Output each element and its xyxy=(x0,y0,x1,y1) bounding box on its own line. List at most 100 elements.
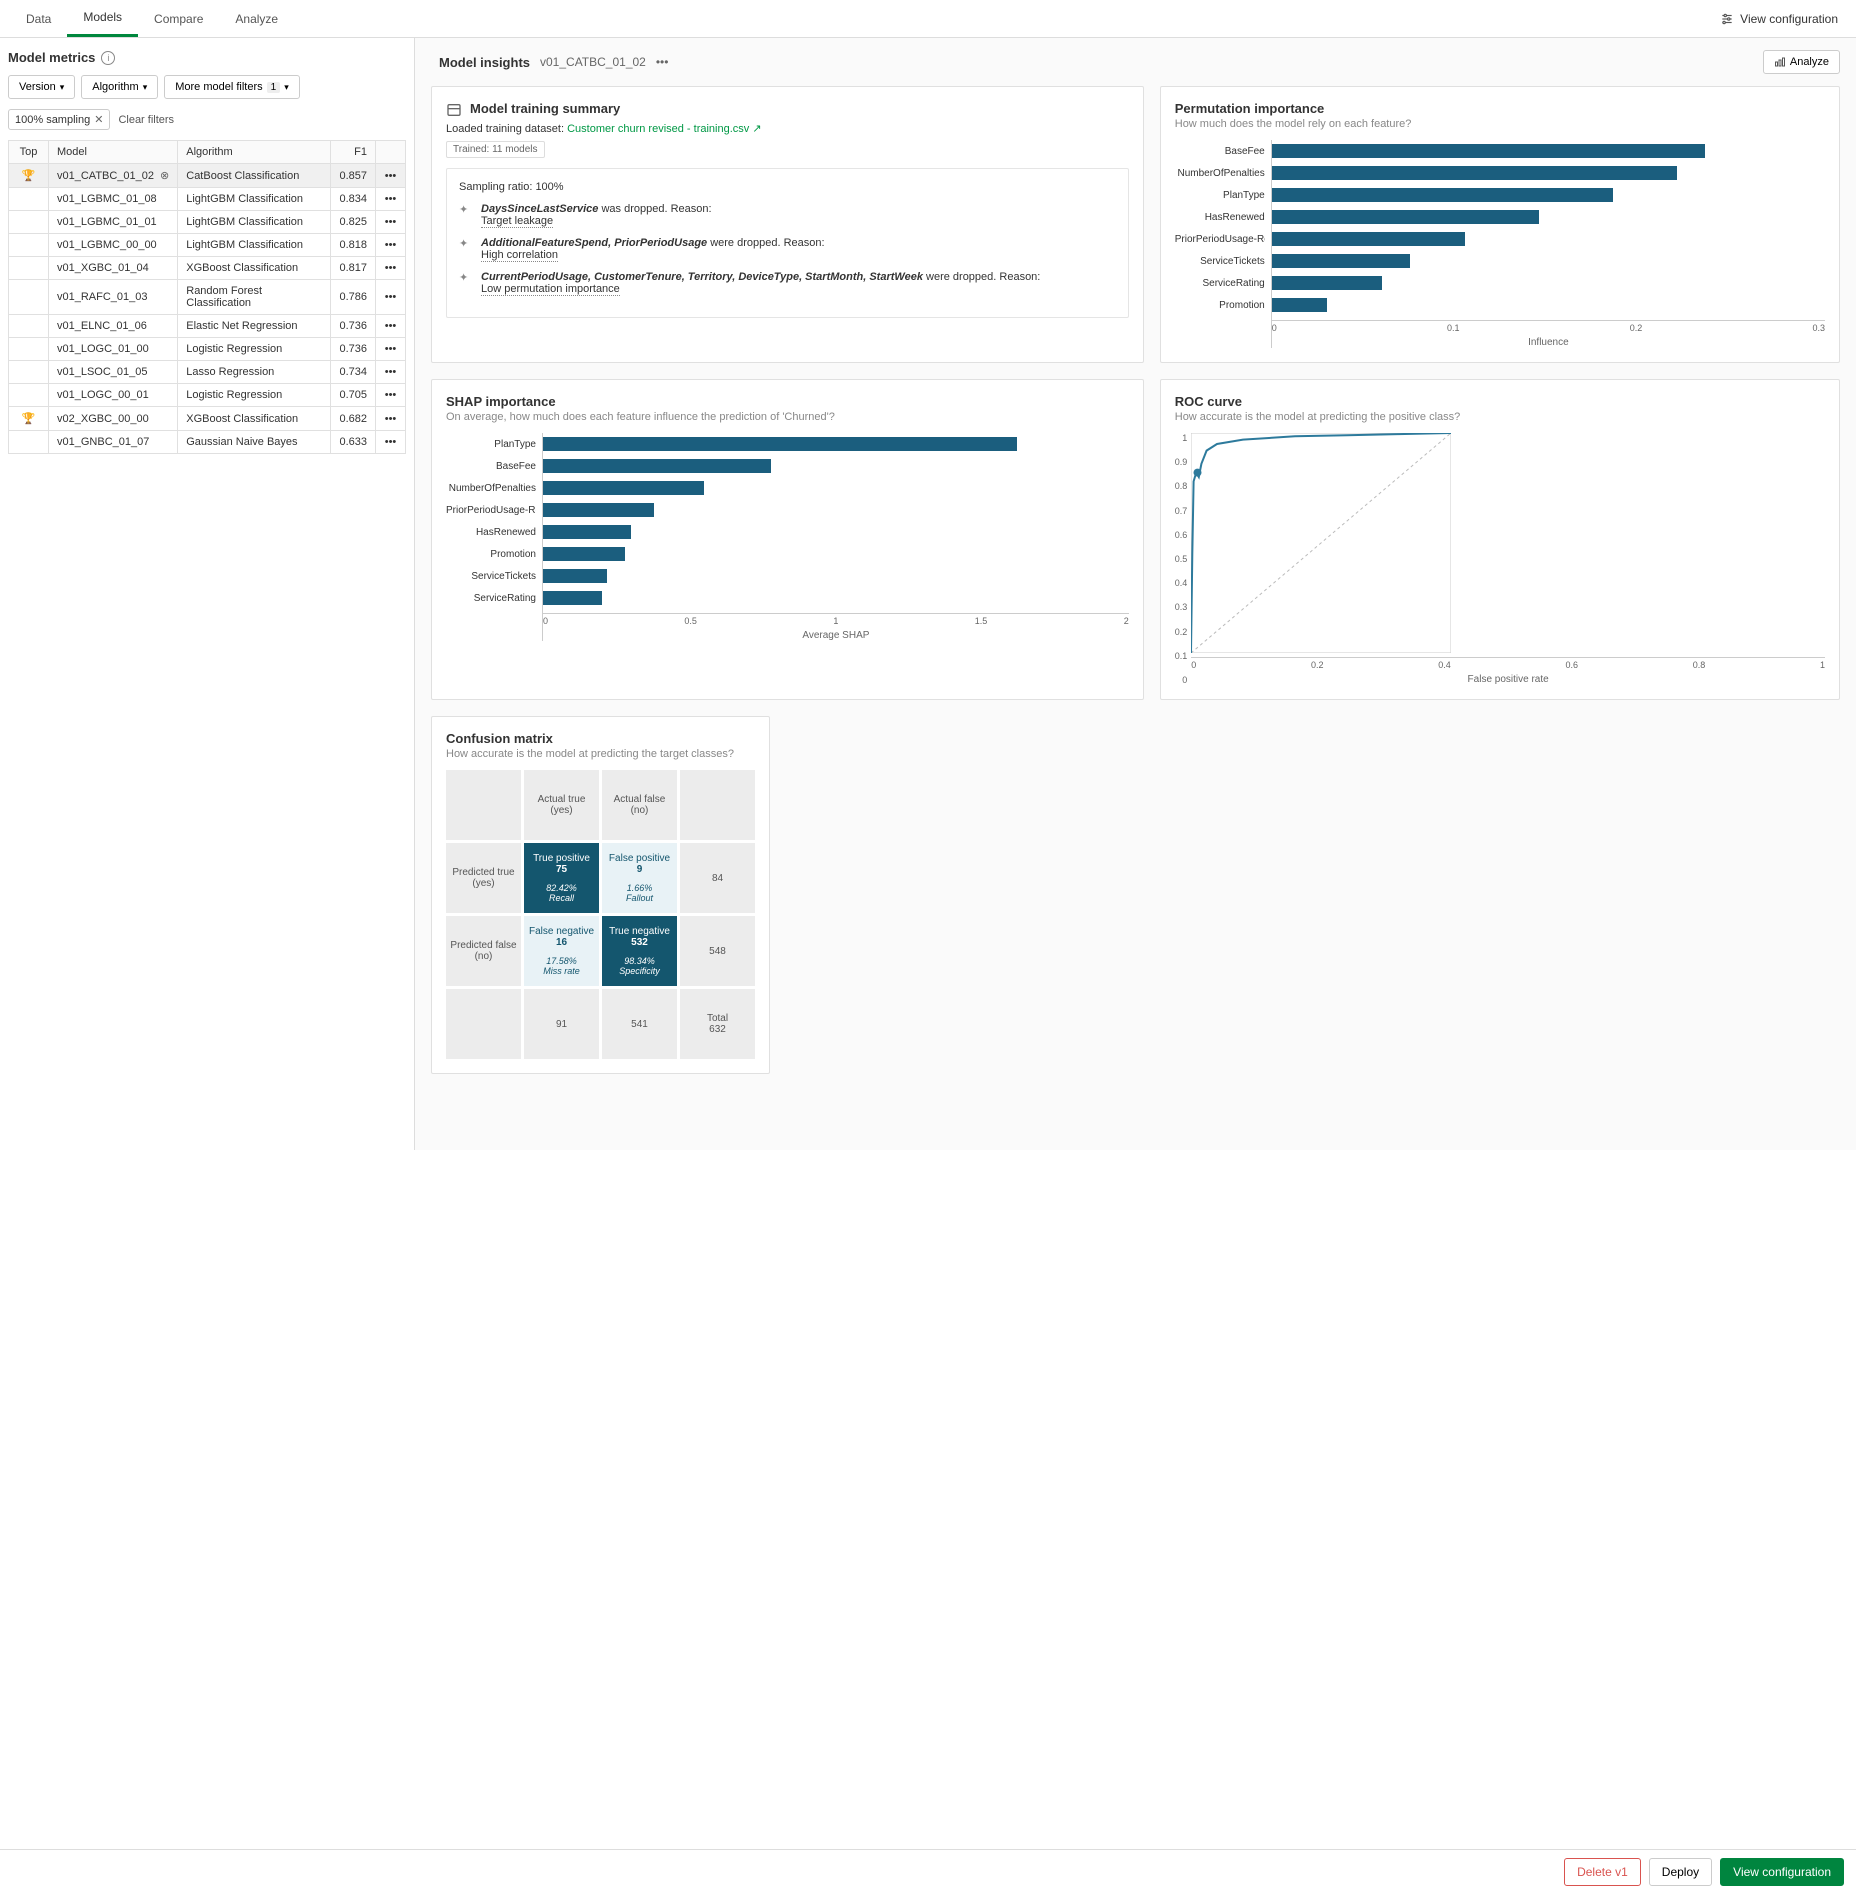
model-cell: v01_LGBMC_00_00 xyxy=(49,234,178,257)
algorithm-filter[interactable]: Algorithm▾ xyxy=(81,75,158,99)
confusion-cell: Total632 xyxy=(680,989,755,1059)
roc-plot xyxy=(1191,433,1451,653)
algorithm-cell: Logistic Regression xyxy=(178,338,331,361)
view-configuration-button[interactable]: View configuration xyxy=(1720,1858,1844,1886)
model-cell: v01_RAFC_01_03 xyxy=(49,280,178,315)
bar-label: Promotion xyxy=(490,543,536,565)
confusion-cell xyxy=(446,989,521,1059)
model-cell: v01_ELNC_01_06 xyxy=(49,315,178,338)
bar-label: HasRenewed xyxy=(476,521,536,543)
confusion-cell xyxy=(446,770,521,840)
bar-label: ServiceTickets xyxy=(471,565,536,587)
shap-title: SHAP importance xyxy=(446,394,1129,409)
more-icon[interactable]: ••• xyxy=(656,55,669,69)
table-row[interactable]: 🏆v01_CATBC_01_02⊗CatBoost Classification… xyxy=(9,164,406,188)
table-row[interactable]: v01_LGBMC_01_01LightGBM Classification0.… xyxy=(9,211,406,234)
model-metrics-title: Model metrics xyxy=(8,50,95,65)
algorithm-cell: Elastic Net Regression xyxy=(178,315,331,338)
model-cell: v01_LGBMC_01_01 xyxy=(49,211,178,234)
row-actions[interactable]: ••• xyxy=(376,361,406,384)
dataset-link[interactable]: Customer churn revised - training.csv ↗ xyxy=(567,123,761,135)
sparkle-icon: ✦ xyxy=(459,237,473,261)
row-actions[interactable]: ••• xyxy=(376,315,406,338)
table-row[interactable]: v01_LOGC_00_01Logistic Regression0.705••… xyxy=(9,384,406,407)
algorithm-cell: Gaussian Naive Bayes xyxy=(178,431,331,454)
row-actions[interactable]: ••• xyxy=(376,280,406,315)
info-icon[interactable]: i xyxy=(101,51,115,65)
bar-label: NumberOfPenalties xyxy=(449,477,536,499)
view-configuration-top[interactable]: View configuration xyxy=(1712,12,1846,26)
bar xyxy=(1272,166,1678,180)
clear-filters[interactable]: Clear filters xyxy=(118,114,174,126)
bar xyxy=(1272,144,1705,158)
col-model[interactable]: Model xyxy=(49,141,178,164)
shap-subtitle: On average, how much does each feature i… xyxy=(446,411,1129,423)
tab-data[interactable]: Data xyxy=(10,0,67,37)
bar-label: HasRenewed xyxy=(1205,206,1265,228)
bar-label: Promotion xyxy=(1219,294,1265,316)
row-actions[interactable]: ••• xyxy=(376,384,406,407)
f1-cell: 0.834 xyxy=(331,188,376,211)
table-row[interactable]: v01_RAFC_01_03Random Forest Classificati… xyxy=(9,280,406,315)
permutation-importance-card: Permutation importance How much does the… xyxy=(1160,86,1840,363)
bar xyxy=(543,591,602,605)
bar-label: ServiceTickets xyxy=(1200,250,1265,272)
model-cell: v02_XGBC_00_00 xyxy=(49,407,178,431)
row-actions[interactable]: ••• xyxy=(376,211,406,234)
deploy-button[interactable]: Deploy xyxy=(1649,1858,1712,1886)
version-filter[interactable]: Version▾ xyxy=(8,75,75,99)
f1-cell: 0.857 xyxy=(331,164,376,188)
algorithm-cell: LightGBM Classification xyxy=(178,211,331,234)
tab-models[interactable]: Models xyxy=(67,0,138,37)
row-actions[interactable]: ••• xyxy=(376,338,406,361)
confusion-cell: False positive91.66%Fallout xyxy=(602,843,677,913)
f1-cell: 0.736 xyxy=(331,338,376,361)
bar xyxy=(543,525,631,539)
row-actions[interactable]: ••• xyxy=(376,188,406,211)
algorithm-cell: Random Forest Classification xyxy=(178,280,331,315)
table-row[interactable]: v01_LSOC_01_05Lasso Regression0.734••• xyxy=(9,361,406,384)
delete-button[interactable]: Delete v1 xyxy=(1564,1858,1641,1886)
table-row[interactable]: v01_LGBMC_01_08LightGBM Classification0.… xyxy=(9,188,406,211)
col-f1[interactable]: F1 xyxy=(331,141,376,164)
roc-subtitle: How accurate is the model at predicting … xyxy=(1175,411,1825,423)
tab-analyze[interactable]: Analyze xyxy=(219,0,294,37)
table-row[interactable]: v01_LOGC_01_00Logistic Regression0.736••… xyxy=(9,338,406,361)
sliders-icon xyxy=(1720,12,1734,26)
close-icon[interactable]: ✕ xyxy=(94,113,103,126)
chevron-down-icon: ▾ xyxy=(60,82,65,93)
sampling-chip[interactable]: 100% sampling✕ xyxy=(8,109,110,130)
bar xyxy=(543,459,771,473)
row-actions[interactable]: ••• xyxy=(376,431,406,454)
algorithm-cell: LightGBM Classification xyxy=(178,234,331,257)
table-row[interactable]: v01_LGBMC_00_00LightGBM Classification0.… xyxy=(9,234,406,257)
model-cell: v01_XGBC_01_04 xyxy=(49,257,178,280)
roc-curve-card: ROC curve How accurate is the model at p… xyxy=(1160,379,1840,700)
sparkle-icon: ✦ xyxy=(459,203,473,227)
confusion-cell: 541 xyxy=(602,989,677,1059)
model-id: v01_CATBC_01_02 xyxy=(540,55,646,69)
analyze-button[interactable]: Analyze xyxy=(1763,50,1840,74)
row-actions[interactable]: ••• xyxy=(376,407,406,431)
more-filters[interactable]: More model filters1▾ xyxy=(164,75,300,99)
col-top[interactable]: Top xyxy=(9,141,49,164)
summary-icon xyxy=(446,102,462,118)
table-row[interactable]: v01_ELNC_01_06Elastic Net Regression0.73… xyxy=(9,315,406,338)
bar-label: PriorPeriodUsage-Rou... xyxy=(446,499,536,521)
col-algorithm[interactable]: Algorithm xyxy=(178,141,331,164)
table-row[interactable]: 🏆v02_XGBC_00_00XGBoost Classification0.6… xyxy=(9,407,406,431)
confusion-cell: False negative1617.58%Miss rate xyxy=(524,916,599,986)
row-actions[interactable]: ••• xyxy=(376,164,406,188)
confusion-cell: 84 xyxy=(680,843,755,913)
tab-compare[interactable]: Compare xyxy=(138,0,219,37)
confusion-grid: Actual true(yes)Actual false(no)Predicte… xyxy=(446,770,755,1059)
bar xyxy=(543,481,704,495)
row-actions[interactable]: ••• xyxy=(376,234,406,257)
table-row[interactable]: v01_XGBC_01_04XGBoost Classification0.81… xyxy=(9,257,406,280)
chevron-down-icon: ▾ xyxy=(143,82,148,93)
table-row[interactable]: v01_GNBC_01_07Gaussian Naive Bayes0.633•… xyxy=(9,431,406,454)
permutation-title: Permutation importance xyxy=(1175,101,1825,116)
bar xyxy=(1272,210,1539,224)
row-actions[interactable]: ••• xyxy=(376,257,406,280)
pin-icon[interactable]: ⊗ xyxy=(160,170,169,182)
